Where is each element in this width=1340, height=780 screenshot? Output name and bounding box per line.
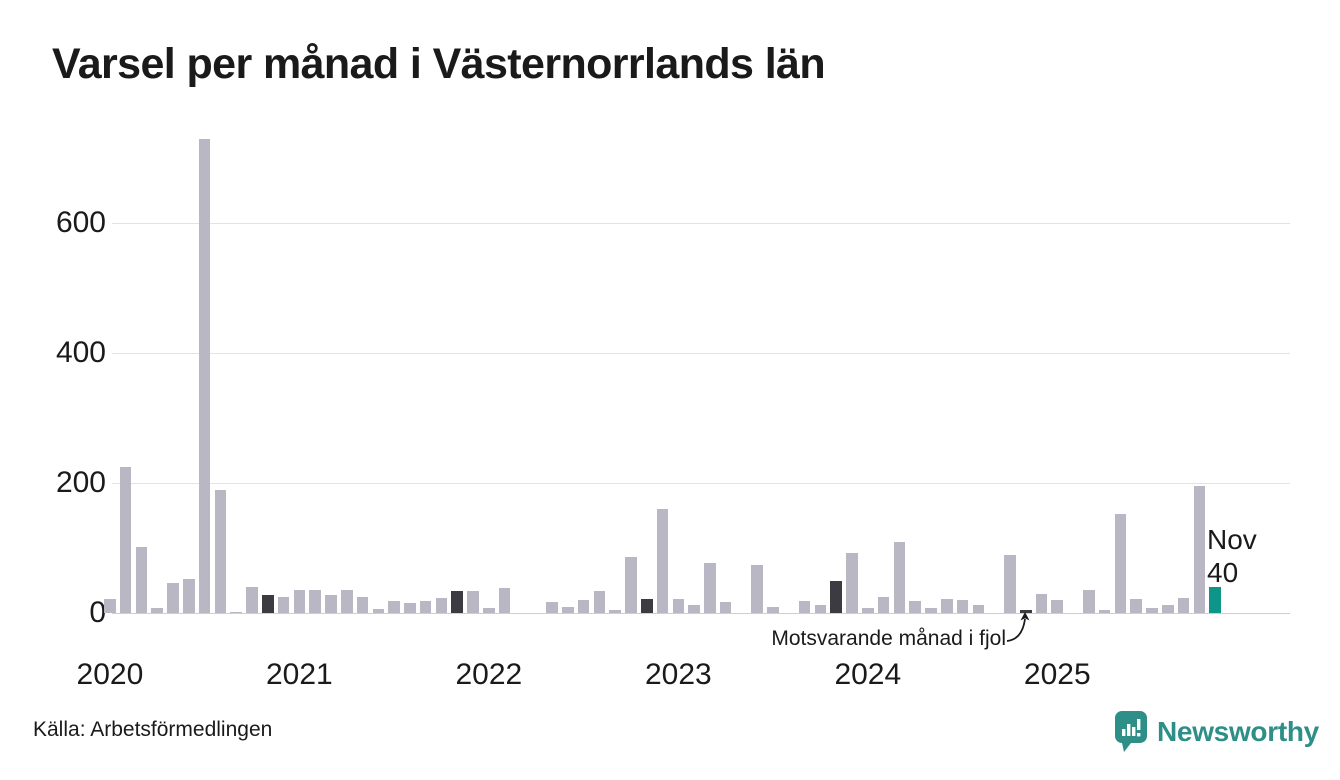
bar-2021-07: [388, 601, 400, 613]
grid-line-200: [112, 483, 1290, 485]
bar-2020-07: [198, 139, 211, 613]
bar-2023-12: [846, 553, 858, 613]
bar-2024-01: [862, 607, 874, 613]
latest-value-month: Nov: [1207, 524, 1257, 555]
bar-2023-02: [688, 605, 700, 613]
bar-2020-12: [277, 597, 290, 613]
x-tick-2022: 2022: [455, 658, 523, 691]
bar-2022-10: [625, 557, 637, 613]
bar-2021-10: [435, 598, 448, 613]
bar-2024-06: [940, 598, 953, 613]
bar-2025-06: [1130, 598, 1143, 613]
bar-2020-06: [183, 579, 195, 613]
source-label: Källa: Arbetsförmedlingen: [33, 718, 273, 741]
bar-2022-01: [483, 607, 495, 613]
bar-2022-11: [640, 599, 653, 613]
bar-2020-10: [246, 587, 258, 613]
bar-2022-08: [593, 590, 606, 613]
brand-name: Newsworthy: [1157, 716, 1319, 747]
bar-2024-02: [877, 597, 890, 613]
bar-2021-11: [451, 590, 464, 613]
bar-2021-03: [325, 594, 337, 613]
x-tick-2024: 2024: [834, 658, 902, 691]
bar-2023-11: [830, 580, 843, 613]
bar-2020-08: [214, 489, 227, 613]
bar-2025-03: [1083, 590, 1095, 613]
bar-2023-01: [672, 599, 685, 613]
y-tick-200: 200: [55, 466, 106, 500]
bar-2020-02: [119, 466, 132, 613]
latest-value-label: Nov 40: [1207, 523, 1257, 589]
bar-2023-03: [704, 563, 716, 613]
bar-2021-04: [340, 590, 353, 613]
x-tick-2023: 2023: [644, 658, 712, 691]
bar-2020-11: [261, 594, 274, 613]
y-tick-600: 600: [55, 206, 106, 240]
brand-logo: Newsworthy: [1114, 710, 1319, 754]
chart-title: Varsel per månad i Västernorrlands län: [52, 40, 826, 88]
annotation-arrow-icon: [1006, 612, 1030, 642]
bar-2024-07: [956, 600, 969, 613]
bar-2024-08: [972, 604, 985, 613]
bar-2022-05: [546, 601, 558, 613]
bar-2025-09: [1177, 598, 1190, 613]
grid-line-0: [112, 613, 1290, 614]
y-tick-400: 400: [55, 336, 106, 370]
bar-2024-10: [1004, 555, 1016, 613]
bar-2021-05: [356, 597, 369, 613]
bar-2025-05: [1114, 514, 1127, 613]
annotation-label: Motsvarande månad i fjol: [771, 627, 1006, 650]
bar-2025-08: [1162, 604, 1174, 613]
y-tick-0: 0: [89, 596, 106, 629]
grid-line-600: [112, 223, 1290, 225]
bar-2024-03: [893, 541, 906, 613]
bar-2020-01: [104, 598, 116, 613]
bar-2022-02: [498, 588, 511, 613]
x-tick-2021: 2021: [266, 658, 333, 691]
bar-2021-12: [467, 590, 479, 613]
bar-2023-04: [719, 601, 732, 613]
grid-line-400: [112, 353, 1290, 355]
bar-2022-12: [656, 509, 669, 613]
bar-2021-01: [293, 590, 306, 613]
bar-2022-07: [577, 600, 590, 613]
bar-2022-06: [562, 607, 574, 613]
bar-2024-11: [1019, 610, 1032, 613]
bar-2025-10: [1193, 486, 1206, 613]
bar-2021-09: [419, 601, 432, 613]
bar-2025-01: [1051, 600, 1064, 613]
bar-2020-03: [135, 546, 148, 613]
bar-2022-09: [609, 609, 621, 613]
bar-2025-11: [1209, 587, 1221, 613]
bar-2023-10: [814, 604, 827, 613]
bar-2024-04: [909, 600, 921, 613]
bar-2025-04: [1098, 609, 1111, 613]
bar-2025-07: [1146, 607, 1158, 613]
bar-2023-06: [751, 564, 764, 613]
bar-2021-08: [404, 603, 416, 613]
bar-2020-09: [230, 611, 242, 613]
bar-2021-02: [309, 590, 321, 613]
bar-2021-06: [372, 609, 385, 613]
bar-2024-05: [925, 608, 937, 613]
bar-2024-12: [1035, 593, 1048, 613]
bar-2020-05: [167, 583, 179, 613]
bar-2023-07: [767, 607, 779, 613]
latest-value-number: 40: [1207, 557, 1239, 588]
bar-2020-04: [151, 607, 164, 613]
x-tick-2025: 2025: [1023, 658, 1091, 691]
x-tick-2020: 2020: [76, 658, 144, 691]
bar-2023-09: [798, 600, 811, 613]
newsworthy-pin-icon: [1115, 711, 1147, 752]
